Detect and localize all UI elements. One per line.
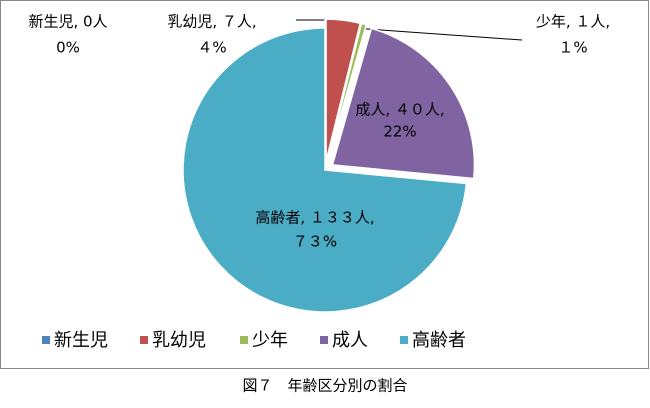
data-label: 成人, ４０人, (355, 101, 444, 119)
pie-slice (331, 27, 476, 180)
legend-label: 少年 (252, 330, 288, 351)
pie-slice (326, 22, 368, 162)
legend-swatch (140, 336, 148, 344)
legend-swatch (320, 336, 328, 344)
legend-label: 乳幼児 (152, 330, 206, 351)
data-label: 少年, １人, (536, 13, 610, 31)
data-label-percent: ７３% (293, 233, 337, 251)
caption: 図７ 年齢区分別の割合 (242, 377, 407, 395)
legend-swatch (240, 336, 248, 344)
data-label-percent: 0% (56, 39, 80, 57)
data-label: 新生児, 0人 (28, 13, 107, 31)
data-label: 高齢者, １３３人, (255, 209, 374, 227)
legend-label: 成人 (332, 330, 368, 351)
pie-slice (182, 27, 468, 313)
pie-slice (325, 18, 362, 162)
legend-label: 高齢者 (412, 330, 466, 351)
data-label-percent: 22% (383, 123, 416, 141)
legend-swatch (400, 336, 408, 344)
data-label-percent: ４% (197, 39, 226, 57)
leader-line (352, 27, 523, 41)
data-label: 乳幼児, ７人, (167, 13, 256, 31)
legend-label: 新生児 (54, 330, 108, 351)
legend-swatch (42, 336, 50, 344)
data-label-percent: １% (558, 39, 587, 57)
